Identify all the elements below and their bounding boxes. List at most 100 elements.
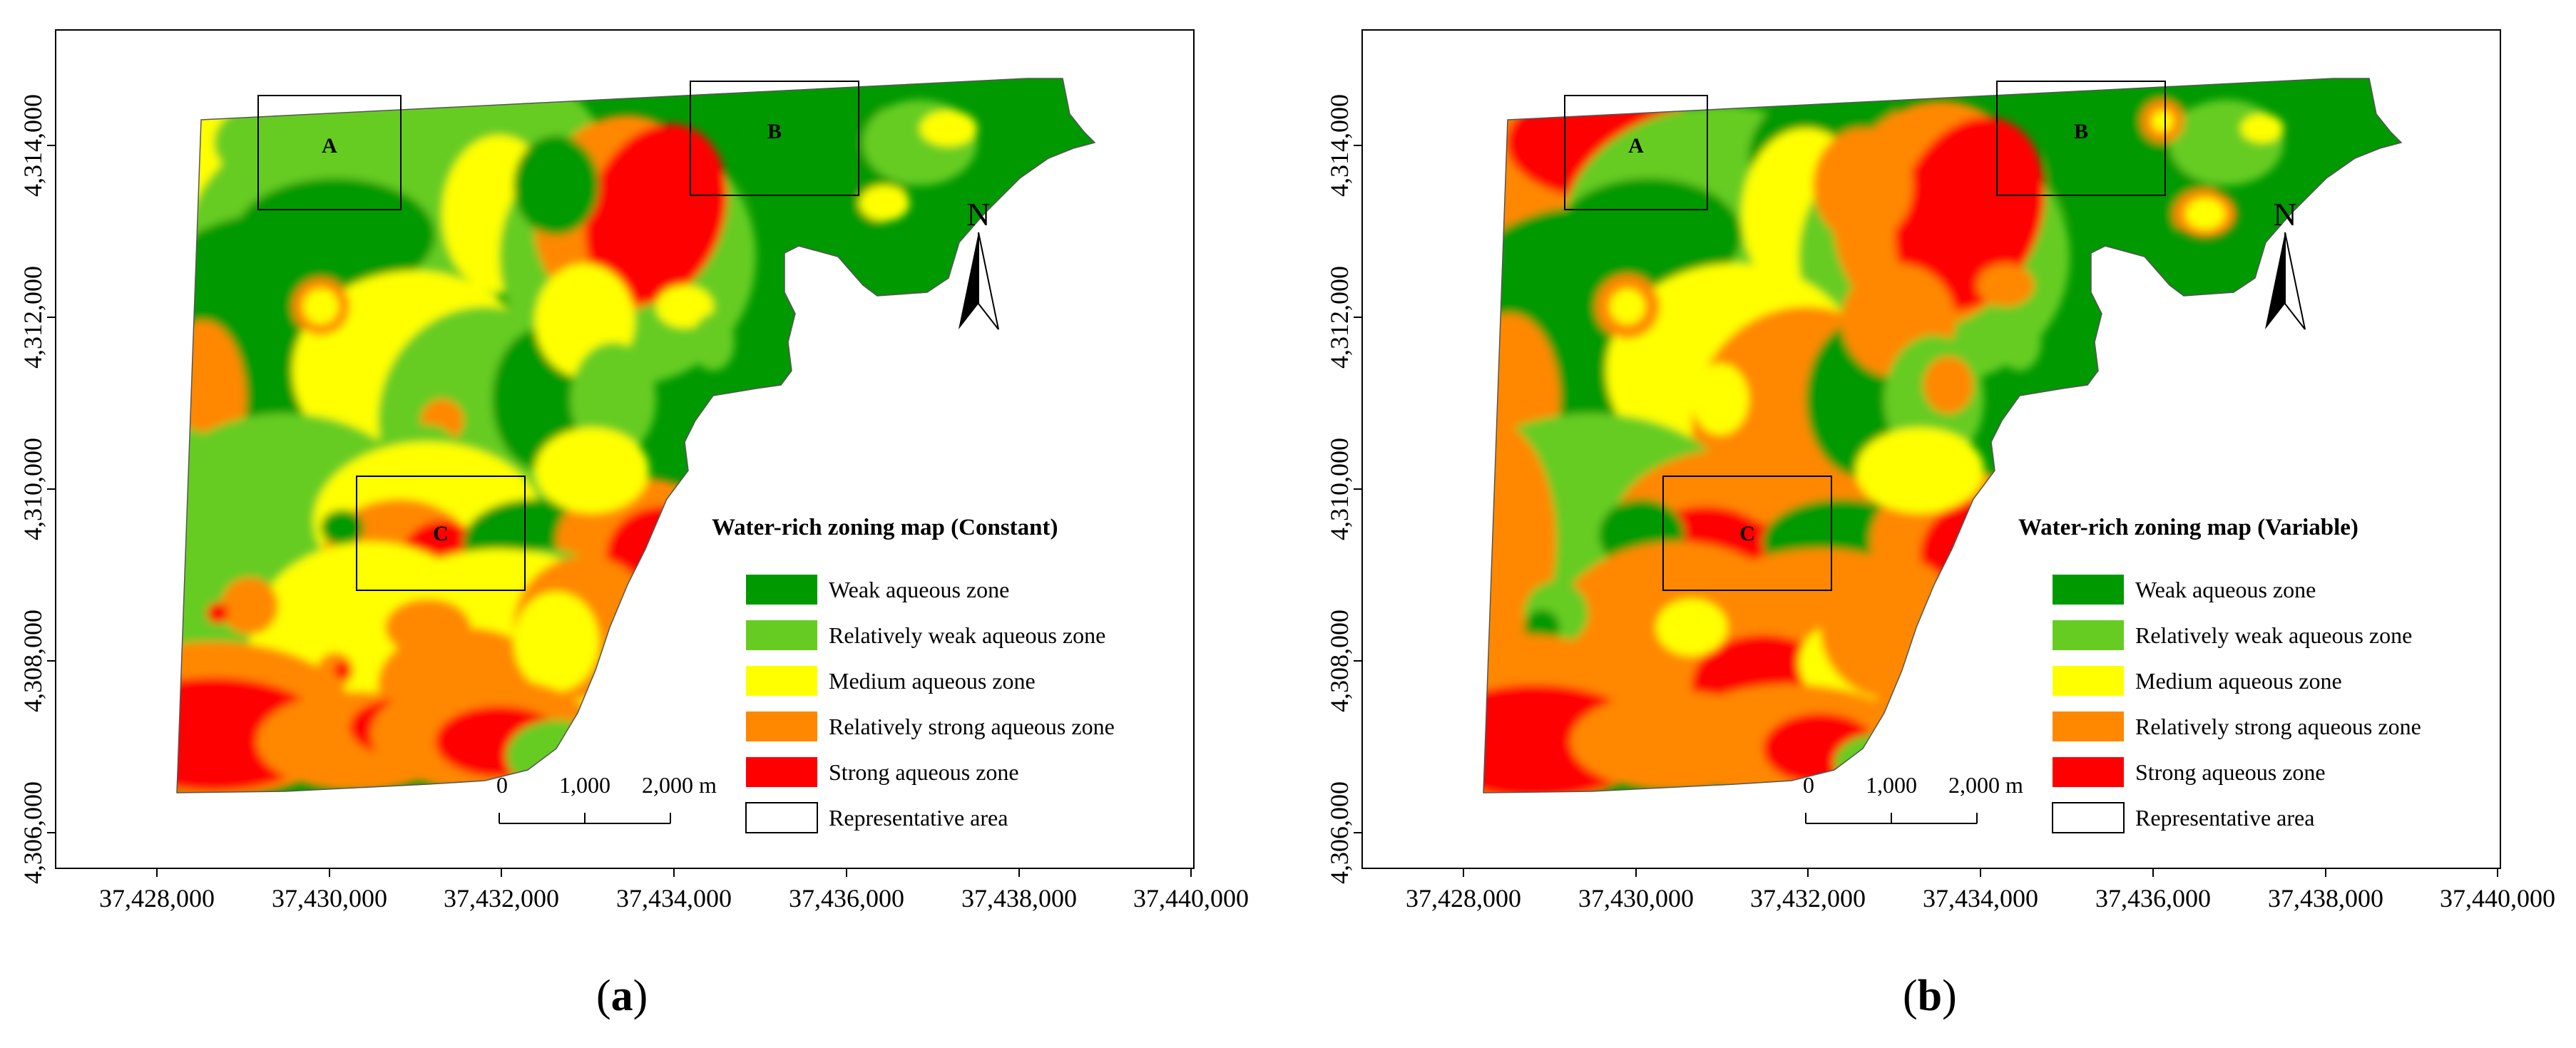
x-tick-label: 37,440,000 [2440, 884, 2555, 913]
representative-area-c [1662, 476, 1832, 591]
legend-label-relatively-weak: Relatively weak aqueous zone [2135, 622, 2412, 648]
zone-relatively-strong [1820, 556, 1963, 699]
legend-swatch-weak [746, 575, 817, 605]
zone-medium [859, 185, 909, 221]
area-label-b: B [767, 120, 782, 143]
x-tick-label: 37,440,000 [1133, 884, 1249, 913]
x-tick-label: 37,434,000 [616, 884, 732, 913]
legend-label-weak: Weak aqueous zone [829, 577, 1009, 602]
zone-medium [513, 592, 599, 692]
zone-medium [303, 289, 339, 324]
legend-swatch-relatively-strong [746, 711, 817, 741]
x-tick-label: 37,432,000 [1750, 884, 1866, 913]
zone-medium [2185, 198, 2225, 230]
legend-title: Water-rich zoning map (Variable) [2018, 515, 2358, 540]
zone-medium [535, 428, 649, 513]
x-tick-label: 37,438,000 [961, 884, 1077, 913]
legend-label-relatively-strong: Relatively strong aqueous zone [2135, 714, 2421, 739]
legend-swatch-relatively-weak [2053, 620, 2124, 650]
area-label-b: B [2074, 120, 2088, 143]
legend: Water-rich zoning map (Variable) Weak aqu… [2018, 515, 2421, 833]
legend-swatch-relatively-strong [2053, 711, 2124, 741]
map-area [1483, 78, 2401, 793]
zone-relatively-strong [221, 577, 278, 635]
y-tick-label: 4,308,000 [1325, 610, 1354, 712]
map-frame [1361, 29, 2501, 869]
x-tick-label: 37,434,000 [1923, 884, 2038, 913]
zone-medium [1692, 364, 1749, 435]
legend: Water-rich zoning map (Constant) Weak aqu… [712, 515, 1115, 833]
north-arrow-right-half [978, 232, 999, 330]
zone-relatively-weak [692, 314, 735, 371]
north-label: N [2273, 196, 2296, 232]
zone-strong [207, 602, 228, 624]
legend-label-strong: Strong aqueous zone [829, 759, 1019, 785]
y-tick-label: 4,308,000 [19, 610, 47, 712]
zone-relatively-strong [1813, 128, 1913, 242]
legend-label-relatively-weak: Relatively weak aqueous zone [829, 622, 1105, 648]
scale-bar-label: 1,000 [1866, 772, 1917, 798]
caption-b-letter: b [1917, 972, 1943, 1020]
caption-b: (b) [1903, 972, 1957, 1020]
x-tick-label: 37,438,000 [2268, 884, 2383, 913]
legend-title: Water-rich zoning map (Constant) [712, 515, 1058, 540]
zone-weak [321, 510, 364, 545]
legend-label-relatively-strong: Relatively strong aqueous zone [829, 714, 1115, 739]
scale-bar-label: 0 [496, 772, 508, 798]
y-tick-label: 4,310,000 [1325, 438, 1354, 540]
x-tick-label: 37,436,000 [789, 884, 904, 913]
representative-area-c [356, 476, 526, 591]
legend-swatch-medium [746, 666, 817, 696]
axes: 37,428,000 37,430,000 37,432,000 37,434,000… [1325, 29, 2555, 913]
x-tick-label: 37,430,000 [272, 884, 387, 913]
area-label-a: A [322, 134, 337, 158]
legend-swatch-relatively-weak [746, 620, 817, 650]
zone-strong [1894, 117, 2045, 311]
x-tick-label: 37,436,000 [2095, 884, 2211, 913]
y-tick-label: 4,314,000 [19, 94, 47, 197]
north-arrow: N [959, 196, 999, 330]
caption-a: (a) [596, 972, 648, 1020]
y-tick-label: 4,314,000 [1325, 94, 1354, 197]
axes: 37,428,000 37,430,000 37,432,000 37,434,000… [19, 29, 1249, 913]
zone-strong [334, 662, 351, 679]
y-tick-label: 4,306,000 [1325, 781, 1354, 884]
zone-relatively-weak [1998, 314, 2041, 371]
legend-label-representative: Representative area [829, 805, 1008, 831]
zone-weak [513, 135, 599, 235]
north-arrow-left-half [959, 232, 978, 329]
north-arrow-left-half [2265, 232, 2285, 329]
y-tick-label: 4,310,000 [19, 438, 47, 540]
north-arrow-right-half [2284, 232, 2306, 330]
scale-bar: 0 1,000 2,000 m [1803, 772, 2023, 824]
legend-swatch-representative [2052, 802, 2125, 833]
zone-relatively-strong [385, 599, 471, 656]
legend-label-strong: Strong aqueous zone [2135, 759, 2326, 785]
representative-area-b [690, 81, 859, 196]
scale-bar: 0 1,000 2,000 m [496, 772, 717, 824]
scale-bar-label: 1,000 [559, 772, 610, 798]
caption-a-letter: a [610, 972, 633, 1020]
north-label: N [966, 196, 990, 232]
legend-swatch-weak [2053, 575, 2124, 605]
scale-bar-label: 0 [1803, 772, 1814, 798]
y-tick-label: 4,312,000 [19, 266, 47, 369]
aqueous-zones [1483, 78, 2284, 793]
area-label-a: A [1628, 134, 1644, 158]
map-frame [55, 29, 1195, 869]
zone-strong [585, 123, 727, 304]
x-tick-label: 37,432,000 [444, 884, 559, 913]
scale-bar-label: 2,000 m [1948, 772, 2023, 798]
legend-swatch-representative [745, 802, 818, 833]
legend-label-weak: Weak aqueous zone [2135, 577, 2316, 602]
zone-relatively-weak [2169, 100, 2284, 185]
zone-medium [920, 111, 977, 146]
legend-swatch-strong [2053, 757, 2124, 787]
y-tick-label: 4,306,000 [19, 781, 47, 884]
y-tick-label: 4,312,000 [1325, 266, 1354, 369]
area-label-c: C [1739, 522, 1755, 545]
zone-medium [1656, 599, 1727, 656]
zone-relatively-strong [1977, 264, 2034, 307]
representative-areas: A B C [257, 81, 859, 591]
